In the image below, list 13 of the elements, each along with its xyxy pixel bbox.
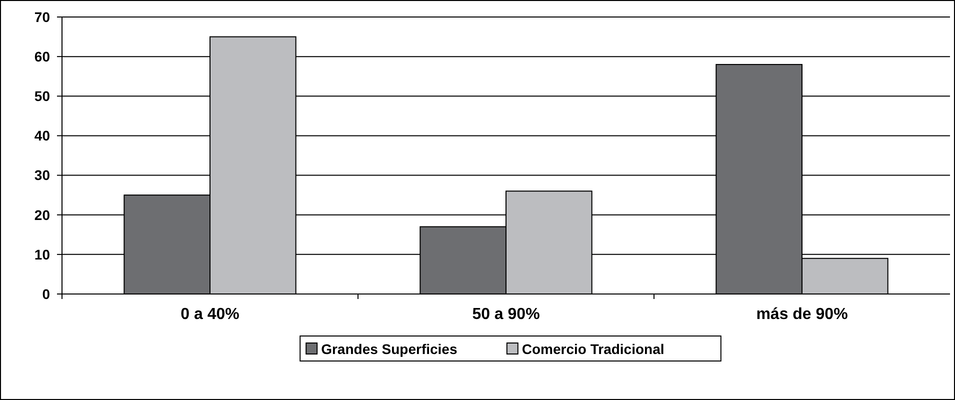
y-tick-label: 40 [34,128,50,144]
y-tick-label: 30 [34,167,50,184]
y-tick-label: 50 [34,88,50,104]
legend-label: Comercio Tradicional [522,341,664,357]
y-tick-label: 0 [42,286,50,302]
x-tick-label: más de 90% [756,306,848,323]
y-tick-label: 60 [34,48,50,64]
y-tick-label: 70 [34,8,50,25]
x-tick-label: 0 a 40% [180,306,240,323]
x-tick-label: 50 a 90% [472,306,540,323]
legend-label: Grandes Superficies [321,341,458,357]
y-tick-label: 20 [34,206,50,223]
y-tick-label: 10 [34,246,50,262]
